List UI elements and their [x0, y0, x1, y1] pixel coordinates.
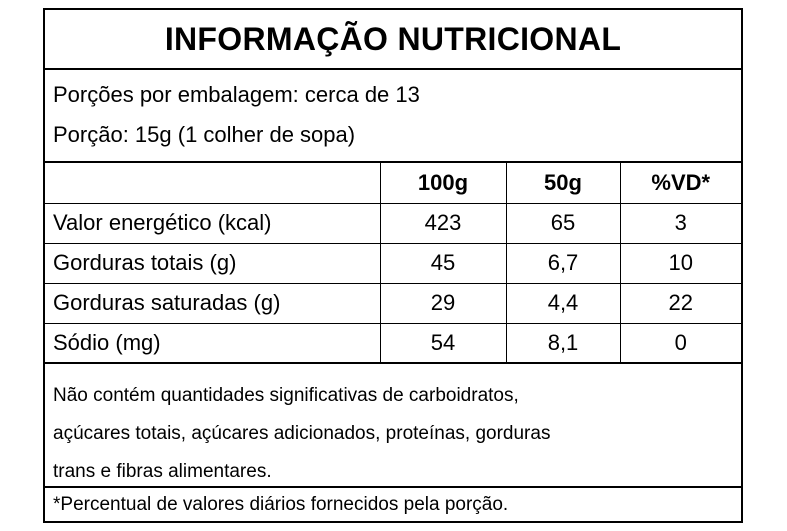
- row-value-100g: 423: [380, 203, 507, 244]
- row-name: Gorduras totais (g): [45, 243, 381, 284]
- row-value-vd: 10: [620, 243, 741, 284]
- row-value-100g: 29: [380, 283, 507, 324]
- table-row: Gorduras saturadas (g) 29 4,4 22: [45, 283, 741, 324]
- header-empty: [45, 163, 381, 204]
- row-value-vd: 0: [620, 323, 741, 364]
- footnote: *Percentual de valores diários fornecido…: [53, 494, 509, 515]
- note-line: açúcares totais, açúcares adicionados, p…: [53, 423, 551, 444]
- table-row: Gorduras totais (g) 45 6,7 10: [45, 243, 741, 284]
- row-value-50g: 4,4: [506, 283, 621, 324]
- row-value-100g: 54: [380, 323, 507, 364]
- row-value-100g: 45: [380, 243, 507, 284]
- header-50g: 50g: [506, 163, 621, 204]
- portion-size: Porção: 15g (1 colher de sopa): [53, 122, 356, 147]
- row-name: Sódio (mg): [45, 323, 381, 364]
- table-row: Sódio (mg) 54 8,1 0: [45, 323, 741, 364]
- row-value-50g: 8,1: [506, 323, 621, 364]
- row-name: Gorduras saturadas (g): [45, 283, 381, 324]
- nutrition-label: INFORMAÇÃO NUTRICIONAL Porções por embal…: [43, 8, 743, 523]
- table-header-row: 100g 50g %VD*: [45, 163, 741, 204]
- header-100g: 100g: [380, 163, 507, 204]
- row-value-50g: 6,7: [506, 243, 621, 284]
- row-value-vd: 3: [620, 203, 741, 244]
- row-value-50g: 65: [506, 203, 621, 244]
- portion-section: Porções por embalagem: cerca de 13 Porçã…: [45, 70, 741, 163]
- header-vd: %VD*: [620, 163, 741, 204]
- label-title: INFORMAÇÃO NUTRICIONAL: [45, 10, 741, 70]
- portions-per-package: Porções por embalagem: cerca de 13: [53, 82, 420, 107]
- nutrition-table: 100g 50g %VD* Valor energético (kcal) 42…: [45, 163, 741, 364]
- note-line: trans e fibras alimentares.: [53, 461, 272, 482]
- table-row: Valor energético (kcal) 423 65 3: [45, 203, 741, 244]
- row-value-vd: 22: [620, 283, 741, 324]
- note-line: Não contém quantidades significativas de…: [53, 385, 519, 406]
- not-significant-note: Não contém quantidades significativas de…: [45, 365, 741, 488]
- row-name: Valor energético (kcal): [45, 203, 381, 244]
